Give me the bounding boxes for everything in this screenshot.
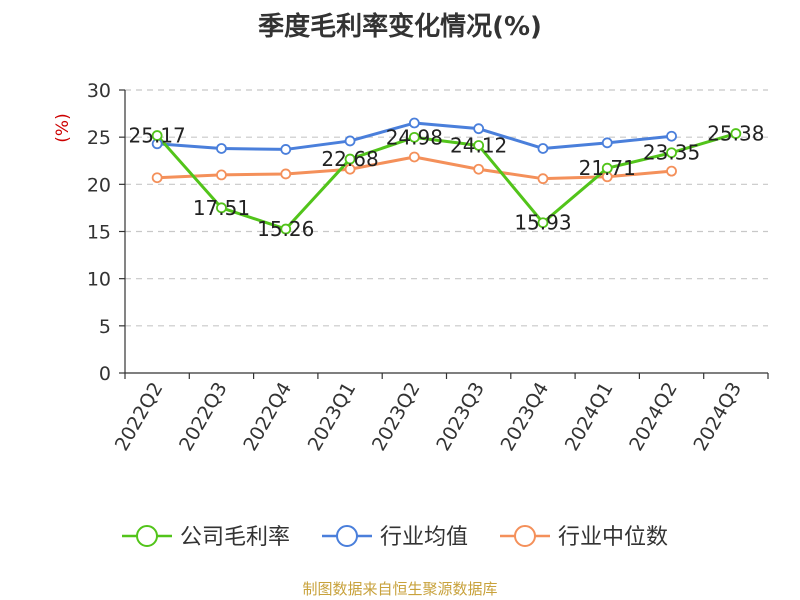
data-label: 17.51 <box>193 196 250 220</box>
data-label: 24.12 <box>450 133 507 157</box>
data-point <box>537 217 549 229</box>
data-point <box>344 135 356 147</box>
legend: 公司毛利率 行业均值 行业中位数 <box>122 525 668 550</box>
data-point <box>216 169 227 181</box>
data-point <box>666 147 677 159</box>
data-point <box>216 143 227 154</box>
data-point <box>537 173 549 185</box>
x-tick-label: 2024Q2 <box>625 379 682 455</box>
data-point <box>408 151 420 163</box>
data-label: 22.68 <box>321 147 378 171</box>
x-tick-label: 2024Q1 <box>561 379 618 455</box>
legend-swatch-marker <box>136 525 158 547</box>
data-point <box>473 163 485 175</box>
grid-lines <box>125 89 768 327</box>
data-point <box>473 123 485 135</box>
x-tick-label: 2022Q4 <box>239 379 296 455</box>
y-tick-label: 20 <box>87 174 111 196</box>
x-tick-label: 2023Q4 <box>497 379 554 455</box>
data-point <box>408 117 420 129</box>
legend-label: 行业均值 <box>380 525 468 550</box>
x-tick-label: 2023Q3 <box>432 379 489 455</box>
y-tick-label: 15 <box>87 222 111 244</box>
data-point <box>151 172 163 184</box>
data-label: 15.26 <box>257 217 314 241</box>
data-point <box>666 130 677 142</box>
y-tick-label: 25 <box>87 127 111 149</box>
data-label: 25.17 <box>129 124 186 148</box>
data-label: 23.35 <box>643 141 700 165</box>
data-point <box>537 143 549 154</box>
data-label: 24.98 <box>386 125 443 149</box>
x-tick-label: 2023Q1 <box>304 379 361 455</box>
legend-label: 公司毛利率 <box>180 525 290 550</box>
data-point <box>280 223 292 235</box>
data-point <box>666 165 677 177</box>
data-point <box>216 202 227 214</box>
data-point <box>151 130 163 141</box>
data-point <box>344 163 356 175</box>
x-tick-label: 2022Q3 <box>175 379 232 455</box>
data-point <box>408 131 420 143</box>
data-point <box>280 168 292 180</box>
data-point <box>473 140 485 151</box>
series-line <box>156 132 737 231</box>
legend-swatch-marker <box>514 525 536 547</box>
data-point <box>601 162 613 174</box>
data-labels: 25.17 17.51 15.26 22.68 24.98 24.12 15.93 21.71… <box>129 122 765 241</box>
source-note: 制图数据来自恒生聚源数据库 <box>302 580 498 598</box>
data-point <box>280 144 292 155</box>
x-tick-label: 2023Q2 <box>368 379 425 455</box>
y-tick-label: 0 <box>99 363 111 385</box>
data-point <box>601 137 613 149</box>
data-point <box>344 153 356 165</box>
legend-swatch-marker <box>336 525 358 547</box>
y-tick-label: 30 <box>87 80 111 102</box>
series-points <box>151 117 742 235</box>
y-tick-label: 10 <box>87 269 111 291</box>
data-label: 15.93 <box>514 211 571 235</box>
data-label: 25.38 <box>707 122 764 146</box>
y-axis-unit: (%) <box>53 113 73 142</box>
data-point <box>730 128 742 139</box>
legend-label: 行业中位数 <box>558 525 668 550</box>
data-label: 21.71 <box>579 156 636 180</box>
x-tick-label: 2022Q2 <box>111 379 168 455</box>
x-tick-label: 2024Q3 <box>689 379 746 455</box>
y-tick-label: 5 <box>99 316 111 338</box>
chart-title: 季度毛利率变化情况(%) <box>258 12 542 42</box>
